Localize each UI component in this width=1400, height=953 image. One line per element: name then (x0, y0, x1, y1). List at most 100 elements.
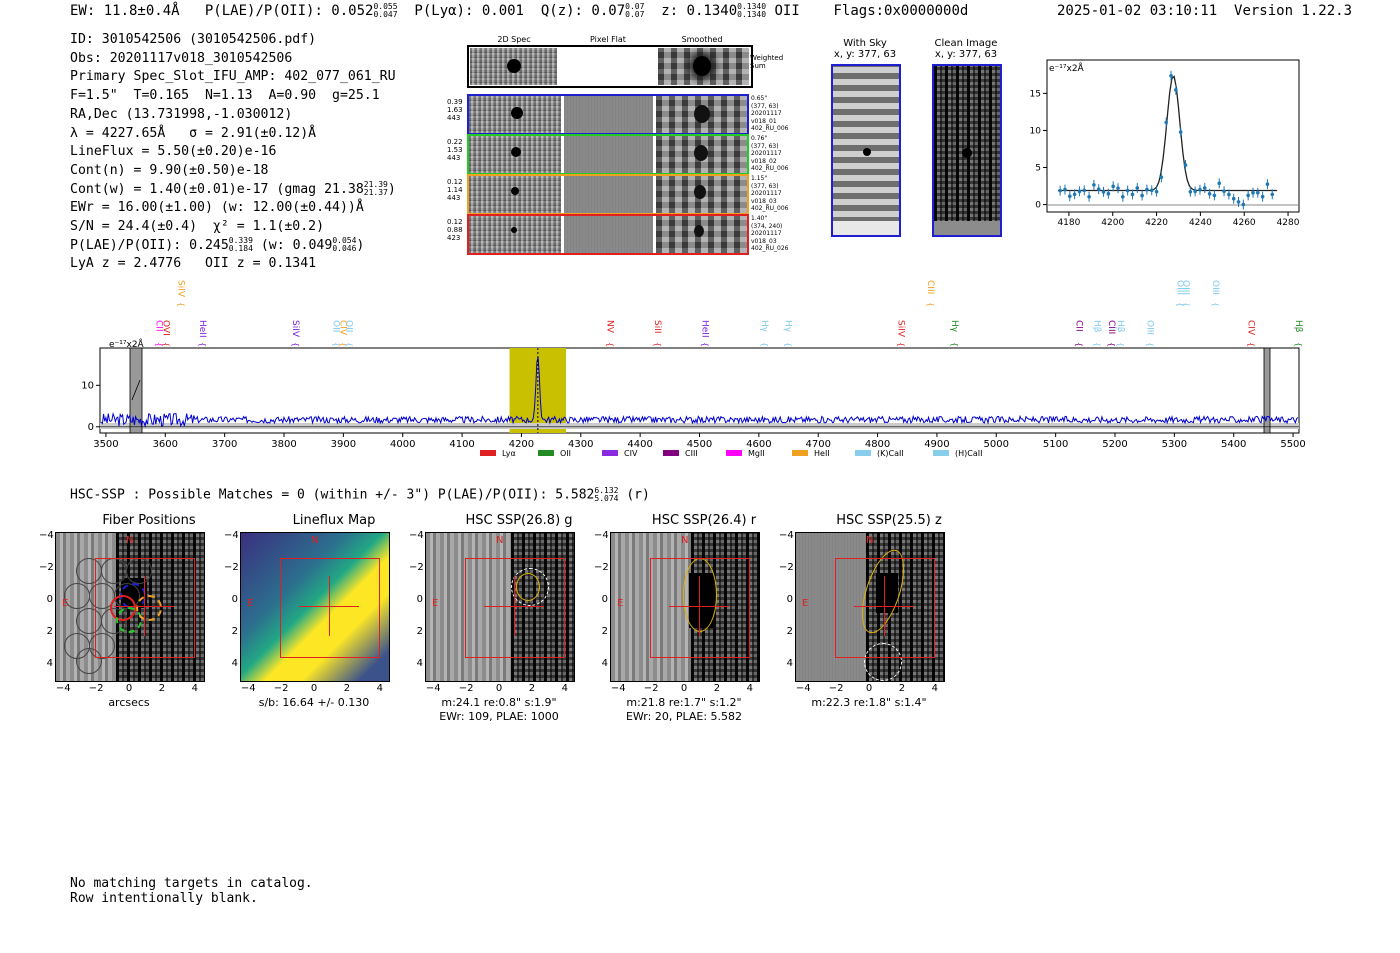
panel-ytick: 4 (46, 658, 53, 669)
cutout-row-2-meta: 1.15" (377, 63) 20201117 v018_03 402_RU_… (751, 175, 789, 212)
masked-right (1263, 347, 1271, 434)
zoom-point (1207, 191, 1212, 196)
panel-2-caption2: EWr: 109, PLAE: 1000 (439, 710, 559, 723)
panel-xtick: 0 (865, 683, 873, 694)
svg-text:{: { (176, 302, 185, 307)
svg-text:{: { (1107, 342, 1116, 347)
panel-xtick: 2 (158, 683, 166, 694)
zoom-point (1159, 175, 1164, 180)
panel-1-image (240, 532, 390, 682)
legend-swatch (538, 450, 554, 456)
legend-swatch (726, 450, 742, 456)
panel-xtick: 2 (343, 683, 351, 694)
panel-ytick: −2 (409, 562, 424, 573)
svg-text:{: { (1146, 342, 1155, 347)
cutout-flat (564, 136, 653, 173)
legend-swatch (855, 450, 871, 456)
panel-xtick: 4 (561, 683, 568, 694)
legend-label: HeII (814, 449, 830, 458)
footer-line2: Row intentionally blank. (70, 891, 258, 906)
panel-ytick: 0 (46, 594, 53, 605)
panel-ytick: −4 (224, 530, 239, 541)
spectrum-series (100, 356, 1299, 429)
zoom-point (1260, 194, 1265, 199)
zoom-point (1063, 187, 1067, 192)
panel-xtick: 2 (898, 683, 906, 694)
zoom-point (1077, 189, 1082, 194)
line-marker-label: Hγ (759, 320, 769, 333)
panel-0-title: Fiber Positions (102, 513, 196, 528)
svg-text:{: { (926, 302, 935, 307)
spectrum-unit: e⁻¹⁷x2Å (109, 338, 145, 350)
line-marker-label: Hγ (783, 320, 793, 333)
zoom-point (1135, 186, 1140, 190)
line-marker-label: HeII (197, 320, 207, 338)
zoom-point (1072, 192, 1077, 197)
flags-value: Flags:0x0000000d (833, 3, 969, 19)
plae-header-range: 0.055 0.047 (373, 2, 398, 19)
header-bar: EW: 11.8±0.4Å P(LAE)/P(OII): 0.0520.055 0… (70, 2, 969, 20)
compass-east: E (617, 598, 624, 609)
plae-header: P(LAE)/P(OII): 0.052 (204, 3, 374, 19)
zoom-point (1193, 189, 1197, 194)
spectrum-xtick: 5200 (1102, 439, 1127, 450)
info-lya: LyA z = 2.4776 OII z = 0.1341 (70, 256, 317, 272)
spectrum-xtick: 4600 (746, 439, 771, 450)
panel-0-image (55, 532, 205, 682)
zoom-fit-curve (1058, 75, 1278, 192)
cutout-row-3-stats: 0.12 0.88 423 (447, 218, 463, 242)
line-marker-label: OIII (1145, 320, 1155, 335)
info-params: F=1.5" T=0.165 N=1.13 A=0.90 g=25.1 (70, 88, 380, 104)
legend-swatch (480, 450, 496, 456)
svg-text:{: { (1247, 342, 1256, 347)
line-marker-label: CIII (1106, 320, 1116, 334)
panel-ytick: 2 (231, 626, 238, 637)
z-range: 0.1340 0.1340 (737, 2, 767, 19)
ew-value: EW: 11.8±0.4Å (70, 3, 180, 19)
zoom-point (1178, 130, 1183, 134)
panel-ytick: −2 (224, 562, 239, 573)
panel-xtick: 0 (495, 683, 503, 694)
panel-ytick: 0 (416, 594, 423, 605)
zoom-point (1188, 189, 1193, 194)
qz-range: 0.07 0.07 (625, 2, 645, 19)
line-markers: CII {OVI {SiIV {HeII {SiIV {OII {CIV {OII {NV {Si… (153, 280, 1303, 347)
line-marker-label: OVI (161, 320, 171, 336)
zoom-fit-plot: e⁻¹⁷x2Å 4180 4200 4220 4240 4260 4280 0 5 10 15 (1030, 59, 1300, 228)
svg-text:{: { (1074, 342, 1083, 347)
panel-0-caption: arcsecs (108, 696, 150, 709)
cutout-row-1-stats: 0.22 1.53 443 (447, 138, 463, 162)
legend-label: OII (560, 449, 571, 458)
spectrum-xtick: 4800 (865, 439, 890, 450)
cutout-flat (564, 176, 653, 213)
panel-4-image (795, 532, 945, 682)
zoom-point (1096, 187, 1101, 191)
zoom-point (1082, 188, 1087, 193)
clean-image (932, 64, 1002, 237)
panel-ytick: 0 (786, 594, 793, 605)
zoom-point (1202, 186, 1207, 190)
panel-ytick: −4 (409, 530, 424, 541)
cutout-smooth (656, 96, 747, 133)
panel-ytick: 4 (231, 658, 238, 669)
plya-value: P(Lyα): 0.001 (414, 3, 524, 19)
compass-north: N (866, 535, 874, 546)
line-marker-label: Hγ (949, 320, 959, 333)
svg-text:{: { (701, 342, 710, 347)
zoom-point (1067, 194, 1072, 198)
svg-text:{: { (950, 342, 959, 347)
spectrum-xtick: 5100 (1043, 439, 1068, 450)
spectrum-xtick: 4000 (390, 439, 415, 450)
cutout-flat (564, 216, 653, 253)
cutout-smooth (656, 176, 747, 213)
spectrum-ytick: 0 (88, 422, 94, 433)
svg-text:{: { (1175, 302, 1184, 307)
compass-east: E (432, 598, 439, 609)
panel-xtick: −2 (88, 683, 104, 694)
zoom-point (1058, 188, 1062, 193)
cutout-2d (469, 176, 561, 213)
cutout-2d (469, 96, 561, 133)
svg-text:{: { (162, 342, 171, 347)
spectrum-xtick: 3700 (212, 439, 237, 450)
z-line: OII (774, 3, 800, 19)
